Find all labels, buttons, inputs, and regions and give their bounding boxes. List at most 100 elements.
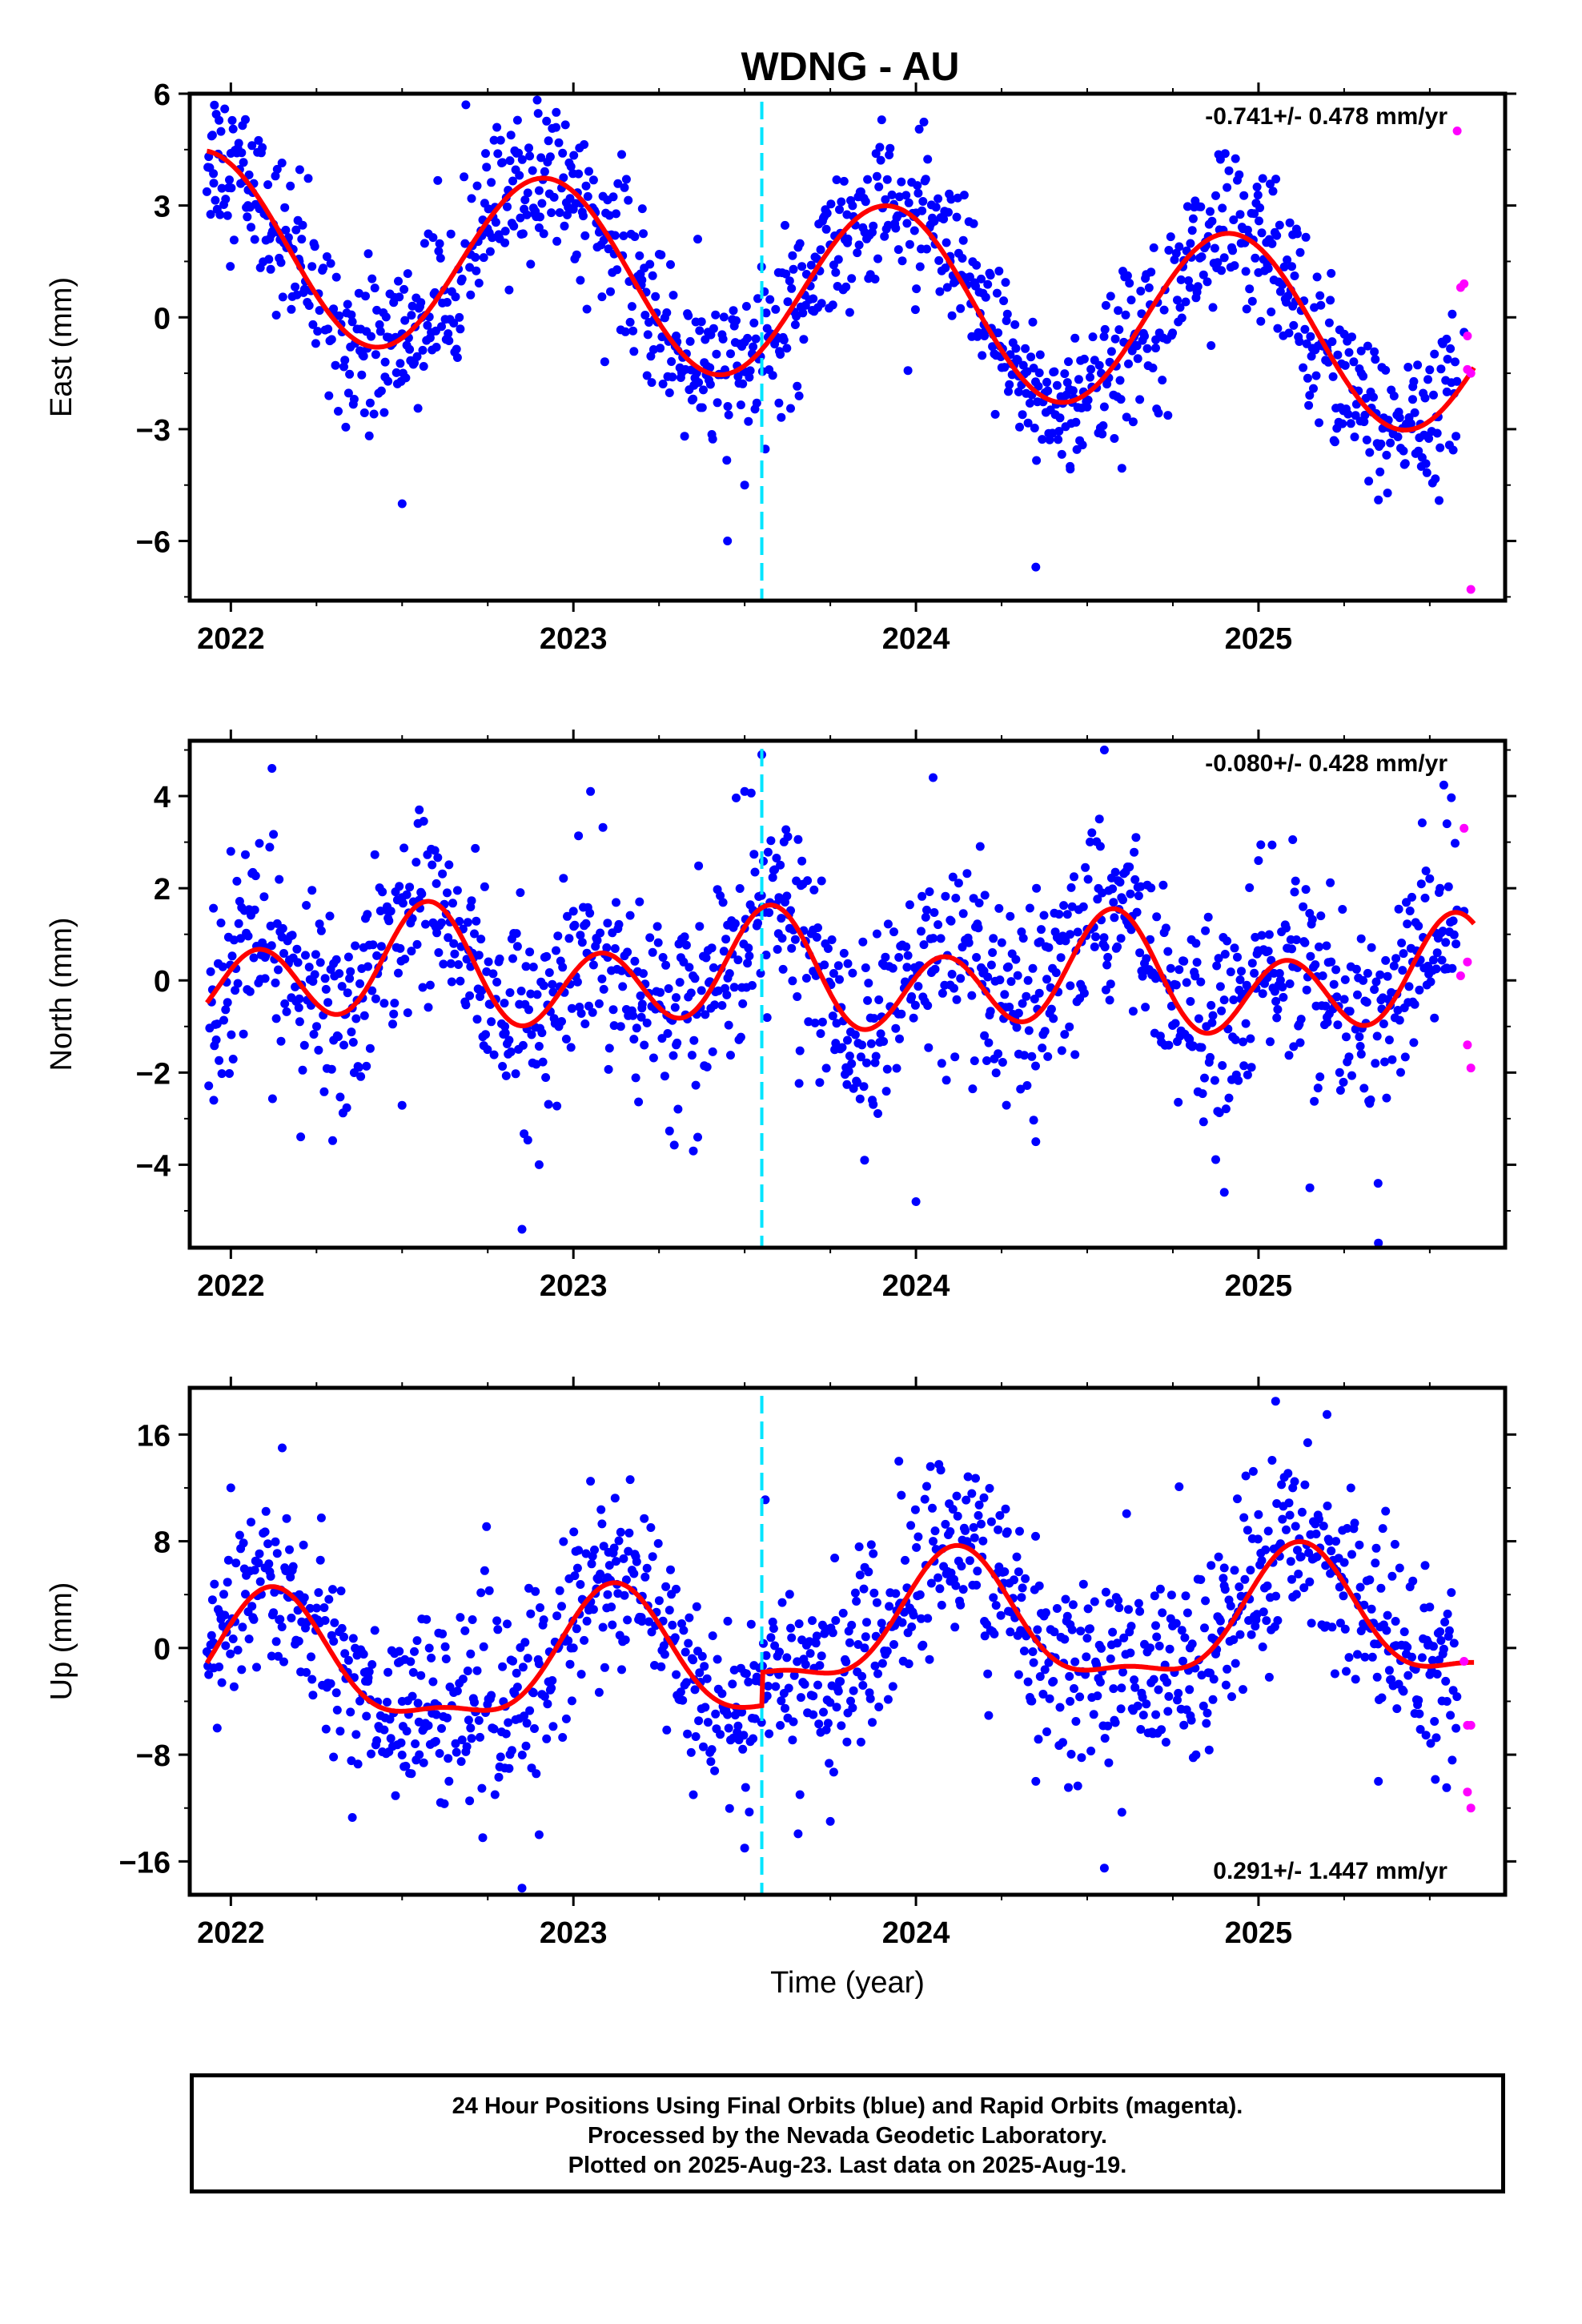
final-orbit-point xyxy=(1372,1031,1382,1041)
final-orbit-point xyxy=(1081,862,1090,872)
final-orbit-point xyxy=(348,1038,358,1047)
final-orbit-point xyxy=(1224,1093,1234,1103)
final-orbit-point xyxy=(604,1561,614,1570)
final-orbit-point xyxy=(1420,393,1430,403)
final-orbit-point xyxy=(854,1542,864,1551)
final-orbit-point xyxy=(1079,988,1089,998)
final-orbit-point xyxy=(1414,1695,1423,1705)
final-orbit-point xyxy=(694,861,704,870)
final-orbit-point xyxy=(432,879,441,888)
final-orbit-point xyxy=(228,1634,238,1643)
final-orbit-point xyxy=(753,919,762,928)
final-orbit-point xyxy=(723,920,733,930)
final-orbit-point xyxy=(1295,337,1304,346)
final-orbit-point xyxy=(644,1617,653,1626)
final-orbit-point xyxy=(1275,969,1284,978)
final-orbit-point xyxy=(274,965,283,975)
final-orbit-point xyxy=(524,1005,533,1015)
final-orbit-point xyxy=(1315,418,1323,428)
final-orbit-point xyxy=(1208,1695,1218,1704)
final-orbit-point xyxy=(1060,1634,1070,1644)
final-orbit-point xyxy=(774,893,784,903)
final-orbit-point xyxy=(1099,332,1109,341)
final-orbit-point xyxy=(295,1590,304,1599)
final-orbit-point xyxy=(401,373,411,383)
final-orbit-point xyxy=(1287,944,1296,954)
final-orbit-point xyxy=(750,867,760,877)
y-tick-label: 16 xyxy=(137,1419,171,1453)
final-orbit-point xyxy=(587,1559,596,1569)
final-orbit-point xyxy=(567,1003,576,1013)
final-orbit-point xyxy=(412,858,421,867)
final-orbit-point xyxy=(699,1742,708,1751)
final-orbit-point xyxy=(1383,971,1392,981)
final-orbit-point xyxy=(457,1735,467,1745)
final-orbit-point xyxy=(498,1062,508,1071)
final-orbit-point xyxy=(308,1691,318,1700)
final-orbit-point xyxy=(592,935,602,945)
final-orbit-point xyxy=(1210,243,1219,253)
final-orbit-point xyxy=(408,1691,417,1701)
final-orbit-point xyxy=(693,235,702,244)
final-orbit-point xyxy=(1264,930,1274,939)
final-orbit-point xyxy=(1400,459,1410,468)
final-orbit-point xyxy=(917,1614,926,1623)
final-orbit-point xyxy=(956,974,966,983)
rapid-orbit-point xyxy=(1463,1040,1472,1050)
final-orbit-point xyxy=(508,1656,517,1666)
final-orbit-point xyxy=(1110,913,1119,923)
final-orbit-point xyxy=(989,1593,998,1602)
final-orbit-point xyxy=(1311,1530,1321,1538)
final-orbit-point xyxy=(986,271,995,280)
final-orbit-point xyxy=(1029,1658,1038,1667)
final-orbit-point xyxy=(1395,1015,1404,1025)
final-orbit-point xyxy=(527,1030,536,1039)
final-orbit-point xyxy=(702,1062,712,1072)
final-orbit-point xyxy=(1133,1701,1142,1711)
final-orbit-point xyxy=(1321,1001,1331,1011)
final-orbit-point xyxy=(461,100,471,110)
final-orbit-point xyxy=(534,1042,544,1051)
final-orbit-point xyxy=(1442,1697,1452,1706)
final-orbit-point xyxy=(477,986,487,995)
final-orbit-point xyxy=(1108,1627,1118,1637)
final-orbit-point xyxy=(722,990,732,999)
x-tick-label: 2022 xyxy=(197,1916,265,1950)
final-orbit-point xyxy=(931,203,941,212)
final-orbit-point xyxy=(1250,968,1259,978)
final-orbit-point xyxy=(218,962,227,971)
final-orbit-point xyxy=(1271,1397,1280,1406)
final-orbit-point xyxy=(326,259,335,268)
final-orbit-point xyxy=(689,1655,698,1665)
final-orbit-point xyxy=(1415,985,1424,995)
final-orbit-point xyxy=(1124,359,1133,368)
final-orbit-point xyxy=(710,1766,720,1775)
final-orbit-point xyxy=(965,1556,974,1566)
final-orbit-point xyxy=(724,410,733,420)
final-orbit-point xyxy=(576,1580,585,1589)
final-orbit-point xyxy=(1247,1630,1256,1639)
final-orbit-point xyxy=(412,939,422,949)
y-tick-label: 3 xyxy=(154,191,171,224)
final-orbit-point xyxy=(1105,1598,1114,1608)
final-orbit-point xyxy=(206,210,215,219)
final-orbit-point xyxy=(1114,1603,1124,1613)
y-tick-label: 0 xyxy=(154,302,171,336)
final-orbit-point xyxy=(1342,1667,1351,1676)
final-orbit-point xyxy=(596,928,605,938)
final-orbit-point xyxy=(1131,833,1141,842)
final-orbit-point xyxy=(741,1783,750,1792)
final-orbit-point xyxy=(1275,975,1285,985)
final-orbit-point xyxy=(828,1628,837,1638)
plot-area xyxy=(202,95,1476,601)
final-orbit-point xyxy=(948,872,958,882)
final-orbit-point xyxy=(383,1667,393,1677)
final-orbit-point xyxy=(1071,417,1081,427)
rapid-orbit-point xyxy=(1460,279,1469,288)
final-orbit-point xyxy=(509,221,519,231)
final-orbit-point xyxy=(1262,1616,1271,1626)
final-orbit-point xyxy=(397,1751,407,1759)
final-orbit-point xyxy=(1295,247,1305,257)
final-orbit-point xyxy=(980,1631,990,1641)
final-orbit-point xyxy=(860,1156,869,1165)
